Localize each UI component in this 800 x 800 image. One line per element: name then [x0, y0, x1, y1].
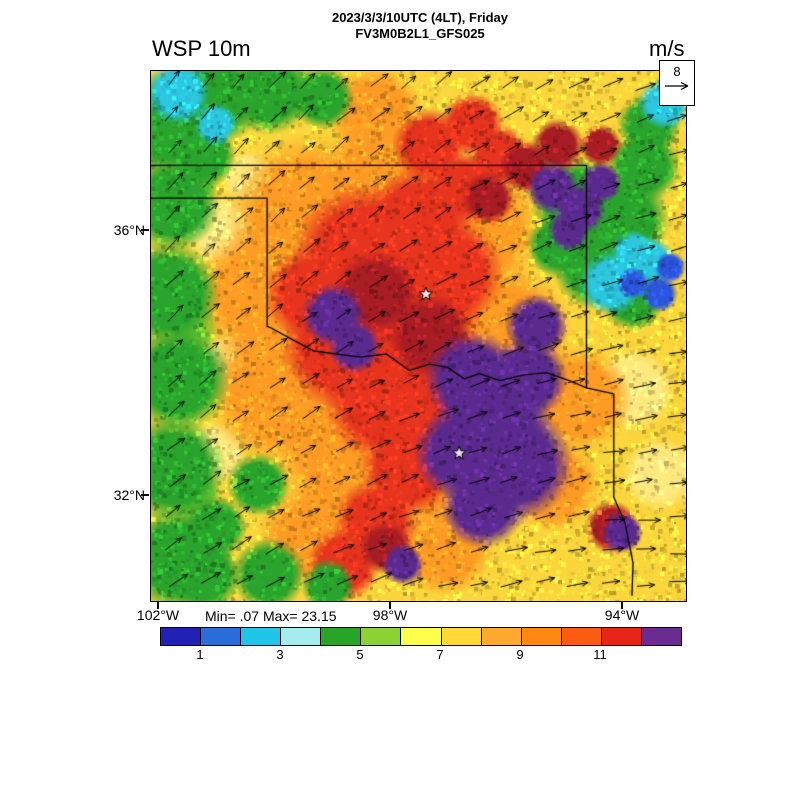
colorbar-cell [600, 628, 641, 645]
colorbar-cell [480, 628, 521, 645]
colorbar-cell [360, 628, 401, 645]
colorbar-tick-label: 3 [276, 647, 284, 662]
axis-tick-36n [141, 229, 149, 231]
colorbar [160, 627, 682, 646]
colorbar-tick-label: 1 [196, 647, 204, 662]
colorbar-tick-label: 5 [356, 647, 364, 662]
reference-vector-box: 8 [659, 60, 695, 106]
colorbar-cell [320, 628, 361, 645]
colorbar-ticks: 1 3 5 7 9 11 [160, 647, 680, 665]
colorbar-tick-label: 9 [516, 647, 524, 662]
reference-vector-value: 8 [673, 64, 681, 79]
colorbar-cell [560, 628, 601, 645]
axis-tick-94w [621, 601, 623, 609]
lat-label-32n: 32°N [113, 487, 145, 503]
axis-tick-32n [141, 494, 149, 496]
colorbar-cell [161, 628, 201, 645]
units-label: m/s [649, 36, 685, 61]
wind-speed-field-canvas [151, 71, 686, 601]
map-frame [150, 70, 687, 602]
lon-label-94w: 94°W [604, 607, 640, 623]
lon-label-98w: 98°W [372, 607, 408, 623]
variable-label: WSP 10m [152, 36, 251, 61]
colorbar-cell [440, 628, 481, 645]
lon-label-102w: 102°W [136, 607, 180, 623]
colorbar-tick-label: 7 [436, 647, 444, 662]
colorbar-cell [280, 628, 321, 645]
colorbar-cell [400, 628, 441, 645]
figure-title-line2: FV3M0B2L1_GFS025 [355, 26, 485, 41]
colorbar-cell [520, 628, 561, 645]
axis-tick-102w [157, 601, 159, 609]
axis-tick-98w [389, 601, 391, 609]
colorbar-tick-label: 11 [593, 647, 607, 662]
reference-vector-arrow-icon [665, 81, 689, 91]
minmax-annotation: Min= .07 Max= 23.15 [205, 608, 337, 624]
figure-title-line1: 2023/3/3/10UTC (4LT), Friday [331, 10, 509, 25]
lat-label-36n: 36°N [113, 222, 145, 238]
colorbar-cell [200, 628, 241, 645]
colorbar-cell [240, 628, 281, 645]
colorbar-cell [640, 628, 682, 645]
